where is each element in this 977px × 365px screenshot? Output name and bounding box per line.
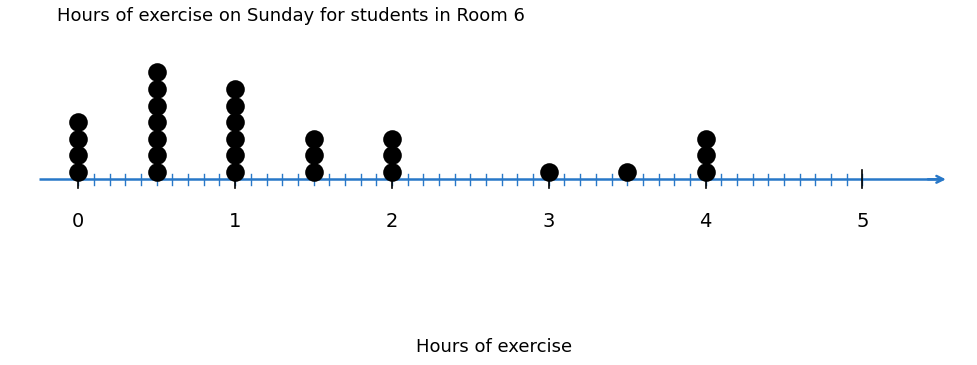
Point xyxy=(70,119,86,125)
Point xyxy=(227,119,242,125)
Point xyxy=(70,169,86,175)
Text: Hours of exercise: Hours of exercise xyxy=(415,338,572,356)
Point xyxy=(70,152,86,158)
Text: 4: 4 xyxy=(699,212,711,231)
Point xyxy=(149,136,164,142)
Point xyxy=(227,86,242,92)
Point xyxy=(149,119,164,125)
Point xyxy=(384,169,400,175)
Point xyxy=(306,136,321,142)
Point xyxy=(149,86,164,92)
Point xyxy=(697,169,712,175)
Text: Hours of exercise on Sunday for students in Room 6: Hours of exercise on Sunday for students… xyxy=(58,7,525,24)
Point xyxy=(149,169,164,175)
Point xyxy=(149,103,164,108)
Text: 1: 1 xyxy=(229,212,241,231)
Point xyxy=(540,169,556,175)
Point xyxy=(697,136,712,142)
Point xyxy=(697,152,712,158)
Point xyxy=(384,136,400,142)
Text: 5: 5 xyxy=(855,212,868,231)
Point xyxy=(306,169,321,175)
Point xyxy=(618,169,634,175)
Text: 0: 0 xyxy=(72,212,84,231)
Point xyxy=(227,152,242,158)
Point xyxy=(149,70,164,76)
Point xyxy=(227,169,242,175)
Point xyxy=(227,136,242,142)
Point xyxy=(149,152,164,158)
Text: 3: 3 xyxy=(542,212,554,231)
Point xyxy=(384,152,400,158)
Point xyxy=(70,136,86,142)
Point xyxy=(227,103,242,108)
Text: 2: 2 xyxy=(385,212,398,231)
Point xyxy=(306,152,321,158)
